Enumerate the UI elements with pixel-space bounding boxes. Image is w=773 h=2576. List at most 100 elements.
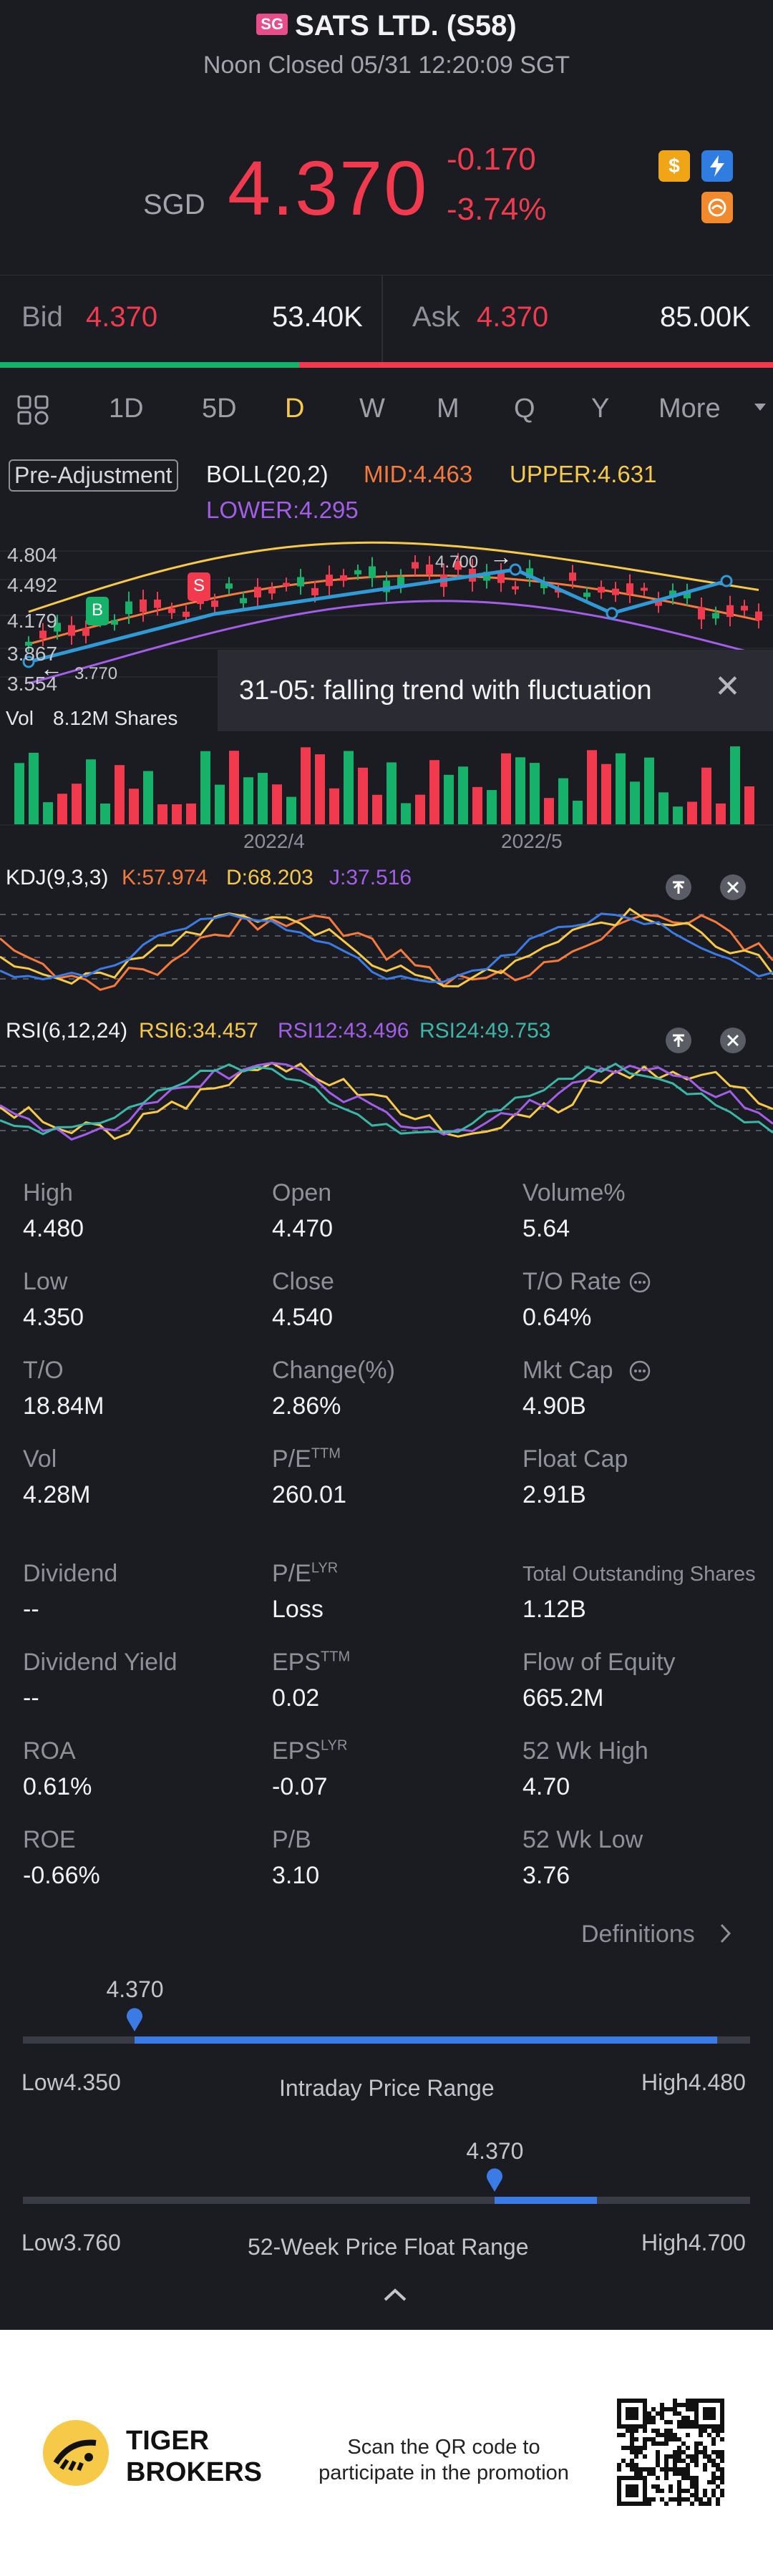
candle-body: [268, 588, 276, 594]
kdj-label[interactable]: KDJ(9,3,3): [6, 866, 109, 889]
close-panel-icon[interactable]: [719, 873, 747, 905]
stat-tos-value: 1.12B: [522, 1596, 586, 1623]
close-icon[interactable]: ✕: [714, 669, 741, 704]
qr-module: [690, 2403, 694, 2407]
volume-bar: [301, 747, 311, 824]
qr-module: [681, 2441, 686, 2446]
qr-module: [720, 2429, 724, 2433]
qr-module: [664, 2459, 669, 2463]
qr-module: [690, 2420, 694, 2424]
intraday-high: High4.480: [641, 2069, 746, 2095]
qr-module: [647, 2411, 651, 2416]
qr-module: [664, 2502, 669, 2506]
candlestick-chart[interactable]: [0, 522, 773, 837]
period-high-label: 4.700: [435, 552, 479, 572]
more-info-icon[interactable]: [628, 1360, 651, 1386]
buy-marker[interactable]: B: [86, 597, 109, 625]
tab-q[interactable]: Q: [514, 394, 535, 424]
qr-module: [634, 2472, 638, 2476]
stat-pe-value: 260.01: [272, 1481, 346, 1508]
qr-module: [686, 2416, 690, 2420]
qr-module: [686, 2463, 690, 2467]
chevron-down-icon[interactable]: [753, 402, 767, 416]
candle-body: [583, 592, 590, 597]
qr-module: [673, 2467, 677, 2472]
qr-module: [656, 2429, 660, 2433]
period-low-label: 3.770: [74, 664, 118, 683]
x-tick-label: 2022/4: [243, 830, 305, 852]
qr-module: [630, 2441, 634, 2446]
stat-high-label: High: [23, 1179, 73, 1206]
qr-module: [634, 2467, 638, 2472]
promo-icon[interactable]: [701, 192, 733, 223]
chevron-up-icon[interactable]: [382, 2287, 408, 2306]
qr-module: [699, 2450, 703, 2454]
pin-icon[interactable]: [664, 1026, 693, 1058]
qr-module: [660, 2489, 664, 2493]
qr-module: [681, 2472, 686, 2476]
layout-grid-icon[interactable]: [17, 395, 54, 430]
tab-5d[interactable]: 5D: [202, 394, 237, 424]
qr-module: [677, 2493, 681, 2497]
sell-marker[interactable]: S: [188, 572, 210, 601]
boll-mid: MID:4.463: [364, 461, 473, 487]
candle-body: [197, 599, 204, 605]
candle-body: [111, 620, 118, 625]
qr-module: [617, 2433, 621, 2437]
tab-1d[interactable]: 1D: [109, 394, 144, 424]
stat-floatcap-label: Float Cap: [522, 1445, 628, 1473]
tab-m[interactable]: M: [437, 394, 460, 424]
volume-bar: [573, 801, 583, 824]
pin-icon[interactable]: [664, 873, 693, 905]
qr-module: [630, 2463, 634, 2467]
volume-bar: [286, 796, 296, 824]
qr-module: [656, 2433, 660, 2437]
dollar-icon[interactable]: $: [658, 150, 690, 182]
tab-d[interactable]: D: [285, 394, 305, 424]
candle-body: [82, 628, 89, 636]
ask-ratio-bar: [298, 362, 773, 368]
chevron-right-icon[interactable]: [719, 1922, 733, 1948]
boll-label[interactable]: BOLL(20,2): [206, 461, 329, 487]
more-info-icon[interactable]: [628, 1271, 651, 1297]
intraday-fill: [135, 2036, 718, 2044]
last-price: 4.370: [228, 145, 429, 231]
volume-bar: [515, 757, 525, 824]
qr-module: [677, 2454, 681, 2459]
qr-module: [681, 2459, 686, 2463]
qr-module: [686, 2403, 690, 2407]
qr-module: [690, 2424, 694, 2429]
stat-change-label: Change(%): [272, 1357, 395, 1384]
pre-adjustment-button[interactable]: Pre-Adjustment: [9, 459, 178, 492]
flash-icon[interactable]: [701, 150, 733, 182]
candle-body: [497, 572, 505, 583]
close-panel-icon[interactable]: [719, 1026, 747, 1058]
volume-bar: [429, 760, 439, 824]
tab-y[interactable]: Y: [591, 394, 610, 424]
qr-module: [716, 2497, 720, 2502]
volume-bar: [472, 786, 482, 824]
qr-module: [694, 2476, 699, 2480]
qr-module: [681, 2420, 686, 2424]
qr-module: [660, 2497, 664, 2502]
stat-roe-value: -0.66%: [23, 1862, 100, 1889]
boll-lower: LOWER:4.295: [206, 497, 359, 523]
stat-open-label: Open: [272, 1179, 332, 1206]
volume-bar: [29, 753, 39, 824]
qr-module: [669, 2497, 673, 2502]
volume-bar: [544, 798, 554, 824]
definitions-link[interactable]: Definitions: [581, 1921, 695, 1948]
qr-module: [669, 2429, 673, 2433]
tab-more[interactable]: More: [658, 394, 721, 424]
stat-tos-label: Total Outstanding Shares: [522, 1563, 756, 1586]
price-change: -0.170: [447, 142, 536, 177]
tab-w[interactable]: W: [359, 394, 385, 424]
qr-module: [686, 2467, 690, 2472]
qr-module: [669, 2484, 673, 2489]
candle-body: [369, 566, 376, 578]
rsi-label[interactable]: RSI(6,12,24): [6, 1019, 128, 1043]
qr-code[interactable]: [617, 2399, 724, 2506]
y-tick-label: 4.179: [7, 610, 58, 632]
candle-body: [183, 611, 190, 618]
qr-module: [690, 2459, 694, 2463]
